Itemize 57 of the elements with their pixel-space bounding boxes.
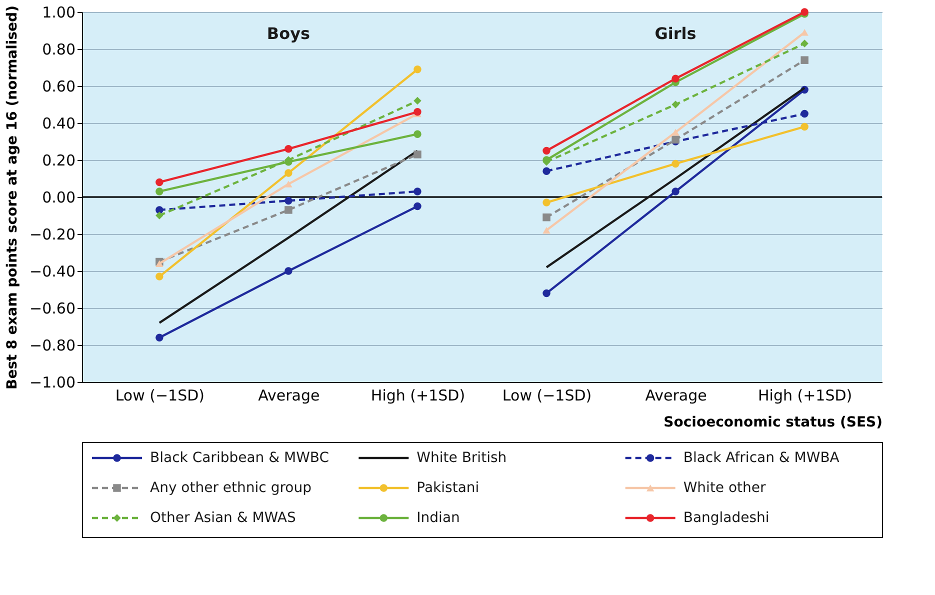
annotation: Boys xyxy=(266,24,310,43)
legend-label: Other Asian & MWAS xyxy=(150,510,296,526)
x-tick-label: Average xyxy=(645,386,707,404)
legend-label: Any other ethnic group xyxy=(150,480,312,496)
annotation: Girls xyxy=(654,24,696,43)
point xyxy=(542,213,550,222)
point xyxy=(156,188,164,196)
y-tick-label: 0.20 xyxy=(42,152,76,170)
y-tick-label: −0.20 xyxy=(30,226,76,244)
point xyxy=(284,169,292,177)
point xyxy=(542,289,550,298)
x-axis-title: Socioeconomic status (SES) xyxy=(664,414,882,430)
y-tick-label: 1.00 xyxy=(42,4,76,22)
y-tick-label: −0.80 xyxy=(30,336,76,354)
point xyxy=(156,334,164,342)
point xyxy=(284,196,292,205)
legend-label: Bangladeshi xyxy=(683,510,770,526)
point xyxy=(284,145,292,153)
x-tick-label: Low (−1SD) xyxy=(115,386,205,404)
legend-label: Pakistani xyxy=(416,480,480,496)
legend-label: Black African & MWBA xyxy=(683,450,840,466)
point xyxy=(414,130,422,138)
point xyxy=(414,188,422,196)
point xyxy=(156,178,164,186)
point xyxy=(800,40,808,48)
point xyxy=(800,56,808,64)
y-tick-label: −0.60 xyxy=(30,300,76,318)
point xyxy=(156,272,164,280)
y-tick-label: 0.00 xyxy=(42,188,76,206)
legend-label: White other xyxy=(683,480,766,496)
point xyxy=(414,202,422,210)
x-tick-label: Average xyxy=(258,386,320,404)
y-tick-label: 0.60 xyxy=(42,78,76,96)
x-tick-label: High (+1SD) xyxy=(370,386,466,404)
point xyxy=(284,267,292,275)
x-tick-label: High (+1SD) xyxy=(758,386,852,404)
point xyxy=(672,100,680,108)
legend-label: Indian xyxy=(416,510,460,526)
y-tick-label: −1.00 xyxy=(30,374,76,392)
point xyxy=(414,65,422,74)
y-tick-label: −0.40 xyxy=(30,262,76,280)
point xyxy=(672,74,680,82)
legend-label: Black Caribbean & MWBC xyxy=(150,450,330,466)
point xyxy=(800,110,808,118)
point xyxy=(156,212,164,220)
legend-label: White British xyxy=(416,450,507,466)
point xyxy=(284,180,292,188)
y-tick-label: 0.80 xyxy=(42,40,76,58)
point xyxy=(156,260,164,267)
x-tick-label: Low (−1SD) xyxy=(502,386,592,404)
point xyxy=(284,206,292,214)
point xyxy=(156,206,164,214)
y-tick-label: 0.40 xyxy=(42,114,76,132)
point xyxy=(414,96,422,105)
point xyxy=(542,226,550,234)
point xyxy=(414,150,422,158)
y-axis-title: Best 8 exam points score at age 16 (normalised) xyxy=(4,6,21,390)
